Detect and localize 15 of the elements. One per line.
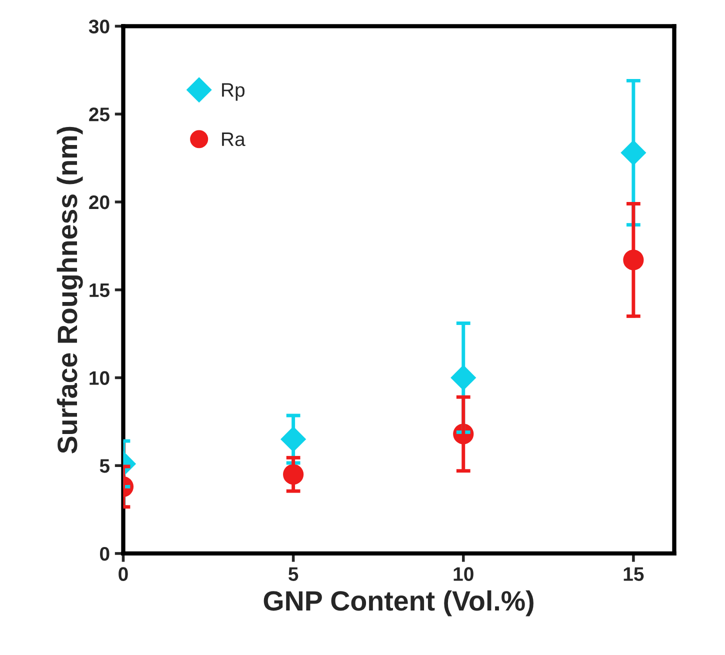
x-axis-title: GNP Content (Vol.%) — [264, 590, 534, 616]
y-tick-label: 15 — [90, 284, 110, 298]
y-tick-label: 20 — [89, 195, 110, 210]
x-tick-label: 10 — [454, 567, 474, 581]
x-tick-label: 0 — [118, 567, 128, 581]
y-axis-title: Surface Roughness (nm) — [56, 126, 83, 454]
x-tick-label: 15 — [624, 567, 644, 581]
y-tick-label: 30 — [88, 20, 110, 34]
y-tick-label: 25 — [89, 108, 110, 122]
y-tick-label: 0 — [100, 546, 110, 561]
y-tick-label: 5 — [100, 459, 110, 473]
legend-label: Ra — [222, 132, 246, 146]
y-tick-label: 10 — [90, 371, 110, 385]
legend-label: Rp — [222, 83, 245, 101]
x-tick-label: 5 — [288, 567, 298, 581]
